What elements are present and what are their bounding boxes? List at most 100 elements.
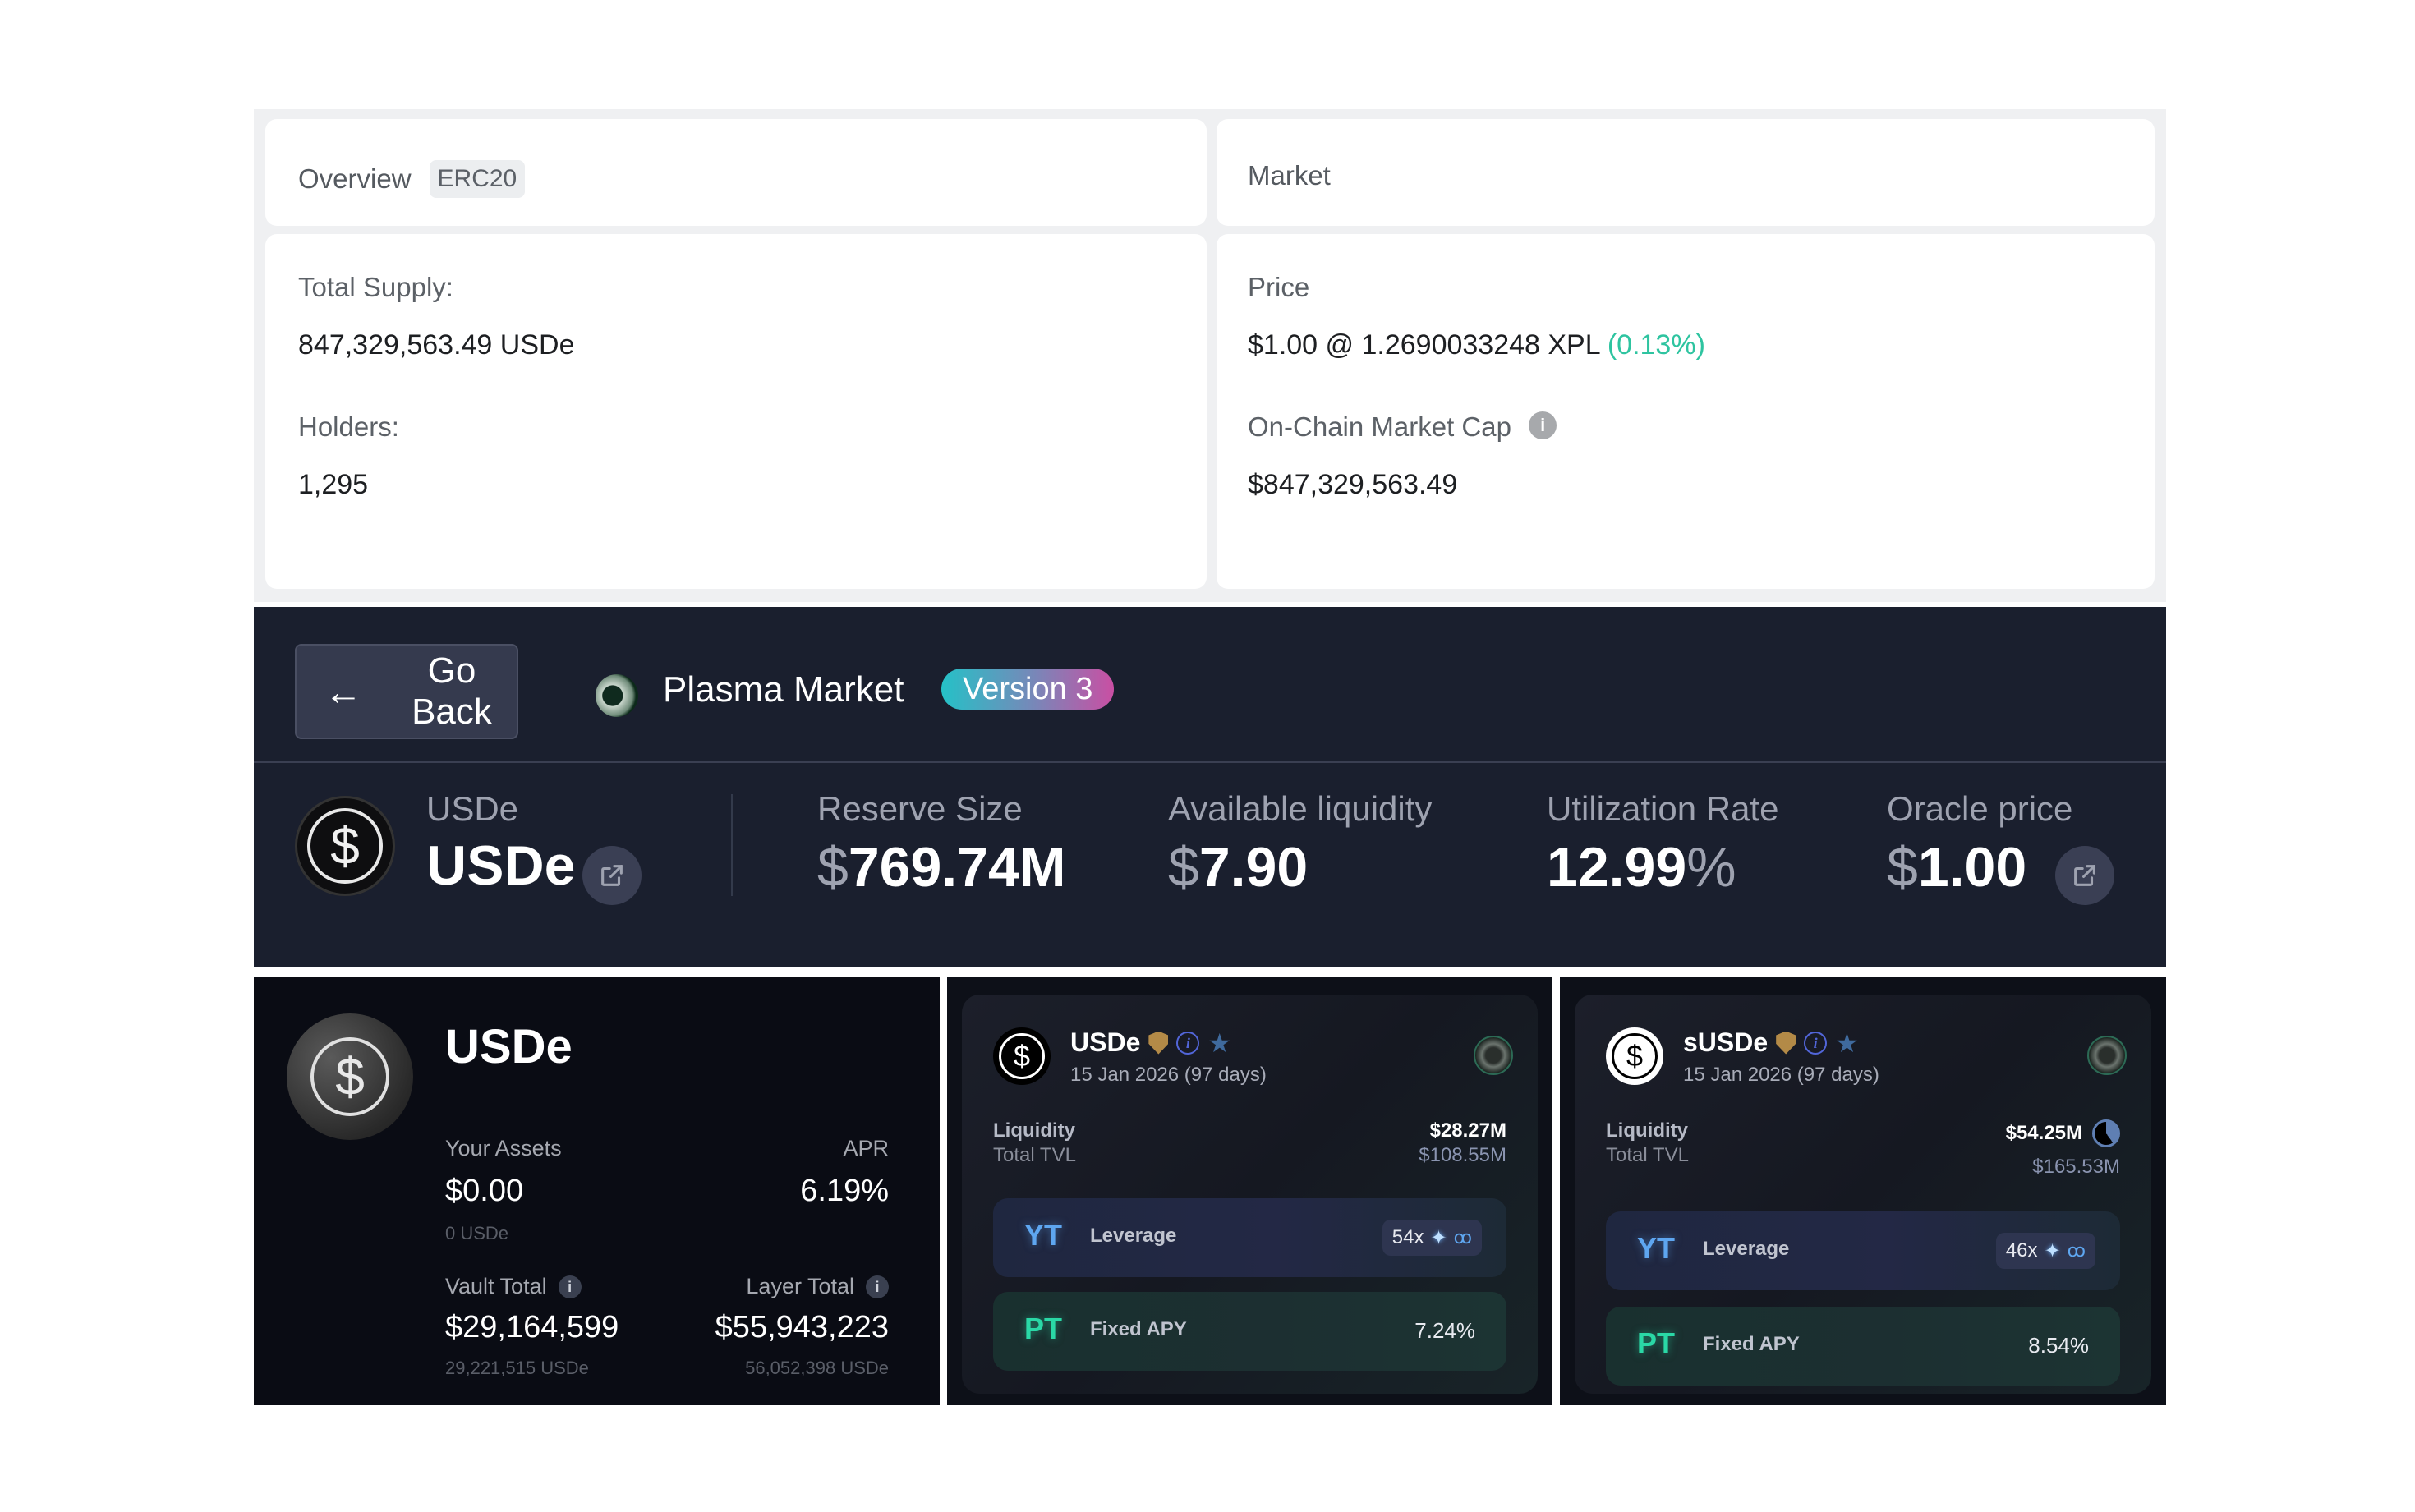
pool-name: sUSDe xyxy=(1683,1027,1769,1057)
maturity-date: 15 Jan 2026 (97 days) xyxy=(1070,1064,1267,1086)
price-label: Price xyxy=(1248,272,1310,302)
pool-name-row: sUSDe i ★ xyxy=(1683,1027,1859,1058)
total-supply-label: Total Supply: xyxy=(298,272,453,302)
utilization-rate-label: Utilization Rate xyxy=(1547,789,1779,828)
info-icon[interactable]: i xyxy=(558,1275,582,1298)
layer-total-label: Layer Total xyxy=(746,1274,854,1298)
star-icon[interactable]: ★ xyxy=(1835,1027,1859,1058)
dollar-icon: $ xyxy=(1612,1033,1658,1079)
reserve-size-label: Reserve Size xyxy=(817,789,1023,828)
liquidity-label: Liquidity xyxy=(993,1119,1075,1142)
version-badge: Version 3 xyxy=(941,669,1115,710)
pool-panel-usde: $ USDe i ★ 15 Jan 2026 (97 days) Liquidi… xyxy=(947,977,1552,1405)
market-cap-label: On-Chain Market Cap xyxy=(1248,411,1511,442)
info-icon[interactable]: i xyxy=(1804,1031,1828,1055)
available-liquidity-value-row: $7.90 xyxy=(1168,835,1432,899)
plasma-logo-icon xyxy=(596,674,638,717)
price-value: $1.00 @ 1.2690033248 XPL xyxy=(1248,329,1600,361)
reserve-size-stat: Reserve Size $769.74M xyxy=(817,789,1065,899)
market-header-card: Market xyxy=(1217,119,2155,226)
leverage-value: 54x xyxy=(1392,1226,1424,1248)
percent-unit: % xyxy=(1686,836,1736,898)
maturity-date: 15 Jan 2026 (97 days) xyxy=(1683,1064,1879,1086)
liquidity-amount: $28.27M xyxy=(1429,1119,1506,1142)
yt-leverage-row[interactable]: YT Leverage 46x ✦ ꝏ xyxy=(1606,1211,2120,1290)
holders-value[interactable]: 1,295 xyxy=(298,469,369,500)
vault-title: USDe xyxy=(445,1020,573,1073)
chain-link-icon: ꝏ xyxy=(1453,1227,1472,1248)
arrow-left-icon: ← xyxy=(324,670,362,713)
usde-token-icon: $ xyxy=(295,796,395,896)
market-body-card: Price $1.00 @ 1.2690033248 XPL (0.13%) O… xyxy=(1217,234,2155,589)
pie-chart-icon xyxy=(2092,1119,2120,1147)
leverage-chip: 46x ✦ ꝏ xyxy=(1995,1233,2095,1269)
asset-external-link-button[interactable] xyxy=(582,846,642,905)
liquidity-value: $28.27M xyxy=(1430,1119,1506,1142)
oracle-price-stat: Oracle price $1.00 xyxy=(1887,789,2072,899)
pool-card[interactable]: $ USDe i ★ 15 Jan 2026 (97 days) Liquidi… xyxy=(962,995,1538,1394)
your-assets-value: $0.00 xyxy=(445,1174,524,1208)
leverage-label: Leverage xyxy=(1090,1225,1177,1247)
overview-title: Overview ERC20 xyxy=(298,160,526,198)
leverage-label: Leverage xyxy=(1703,1238,1790,1260)
layer-total-label-row: Layer Total i xyxy=(746,1274,889,1299)
reserve-header: ← Go Back Plasma Market Version 3 $ USDe… xyxy=(254,607,2166,967)
price-row: $1.00 @ 1.2690033248 XPL (0.13%) xyxy=(1248,329,1705,361)
info-icon[interactable]: i xyxy=(866,1275,889,1298)
info-icon[interactable]: i xyxy=(1176,1031,1200,1055)
usde-coin-icon: $ xyxy=(287,1013,413,1140)
susde-coin-icon: $ xyxy=(1606,1027,1663,1085)
market-cap-label-row: On-Chain Market Cap i xyxy=(1248,411,1557,443)
overview-header-card: Overview ERC20 xyxy=(265,119,1207,226)
external-link-icon xyxy=(2074,865,2095,886)
currency-unit: $ xyxy=(1887,836,1918,898)
total-supply-value: 847,329,563.49 USDe xyxy=(298,329,575,361)
pool-panel-susde: $ sUSDe i ★ 15 Jan 2026 (97 days) Liquid… xyxy=(1560,977,2166,1405)
asset-name: USDe xyxy=(426,834,576,897)
plasma-chain-icon xyxy=(2087,1036,2127,1075)
oracle-price-label: Oracle price xyxy=(1887,789,2073,828)
yt-tag: YT xyxy=(1024,1218,1063,1252)
go-back-button[interactable]: ← Go Back xyxy=(295,644,518,739)
shield-icon xyxy=(1148,1031,1169,1055)
reserve-size-value-row: $769.74M xyxy=(817,835,1065,899)
sparkle-icon: ✦ xyxy=(1430,1226,1447,1249)
star-icon[interactable]: ★ xyxy=(1208,1027,1232,1058)
tvl-value: $165.53M xyxy=(2032,1156,2120,1178)
vault-panel: $ USDe Your Assets APR $0.00 6.19% 0 USD… xyxy=(254,977,940,1405)
holders-label: Holders: xyxy=(298,411,399,442)
stats-divider xyxy=(731,794,733,896)
apr-value: 6.19% xyxy=(800,1174,889,1208)
available-liquidity-value: 7.90 xyxy=(1198,836,1309,898)
oracle-price-value: 1.00 xyxy=(1917,836,2027,898)
overview-body-card: Total Supply: 847,329,563.49 USDe Holder… xyxy=(265,234,1207,589)
your-assets-label: Your Assets xyxy=(445,1136,562,1160)
market-title: Market xyxy=(1248,160,1331,191)
pool-card[interactable]: $ sUSDe i ★ 15 Jan 2026 (97 days) Liquid… xyxy=(1575,995,2151,1394)
your-assets-sub: 0 USDe xyxy=(445,1223,509,1243)
fixed-apy-value: 8.54% xyxy=(2028,1333,2089,1358)
info-icon[interactable]: i xyxy=(1529,411,1557,439)
sparkle-icon: ✦ xyxy=(2044,1239,2061,1262)
fixed-apy-value: 7.24% xyxy=(1414,1318,1475,1343)
header-divider xyxy=(254,761,2166,763)
pt-fixed-apy-row[interactable]: PT Fixed APY 7.24% xyxy=(993,1292,1506,1371)
yt-tag: YT xyxy=(1637,1231,1676,1265)
dollar-icon: $ xyxy=(307,808,383,884)
pt-fixed-apy-row[interactable]: PT Fixed APY 8.54% xyxy=(1606,1307,2120,1386)
yt-leverage-row[interactable]: YT Leverage 54x ✦ ꝏ xyxy=(993,1198,1506,1277)
utilization-rate-stat: Utilization Rate 12.99% xyxy=(1547,789,1778,899)
fixed-apy-label: Fixed APY xyxy=(1090,1318,1187,1340)
vault-total-label-row: Vault Total i xyxy=(445,1274,582,1299)
layer-total-value: $55,943,223 xyxy=(715,1310,889,1344)
market-cap-value: $847,329,563.49 xyxy=(1248,469,1458,500)
pool-name-row: USDe i ★ xyxy=(1070,1027,1231,1058)
leverage-chip: 54x ✦ ꝏ xyxy=(1382,1220,1482,1256)
erc20-badge: ERC20 xyxy=(429,160,526,198)
oracle-external-link-button[interactable] xyxy=(2055,846,2114,905)
pt-tag: PT xyxy=(1637,1326,1676,1360)
market-name: Plasma Market xyxy=(663,669,904,710)
tvl-label: Total TVL xyxy=(1606,1144,1689,1166)
vault-total-label: Vault Total xyxy=(445,1274,547,1298)
plasma-chain-icon xyxy=(1474,1036,1513,1075)
